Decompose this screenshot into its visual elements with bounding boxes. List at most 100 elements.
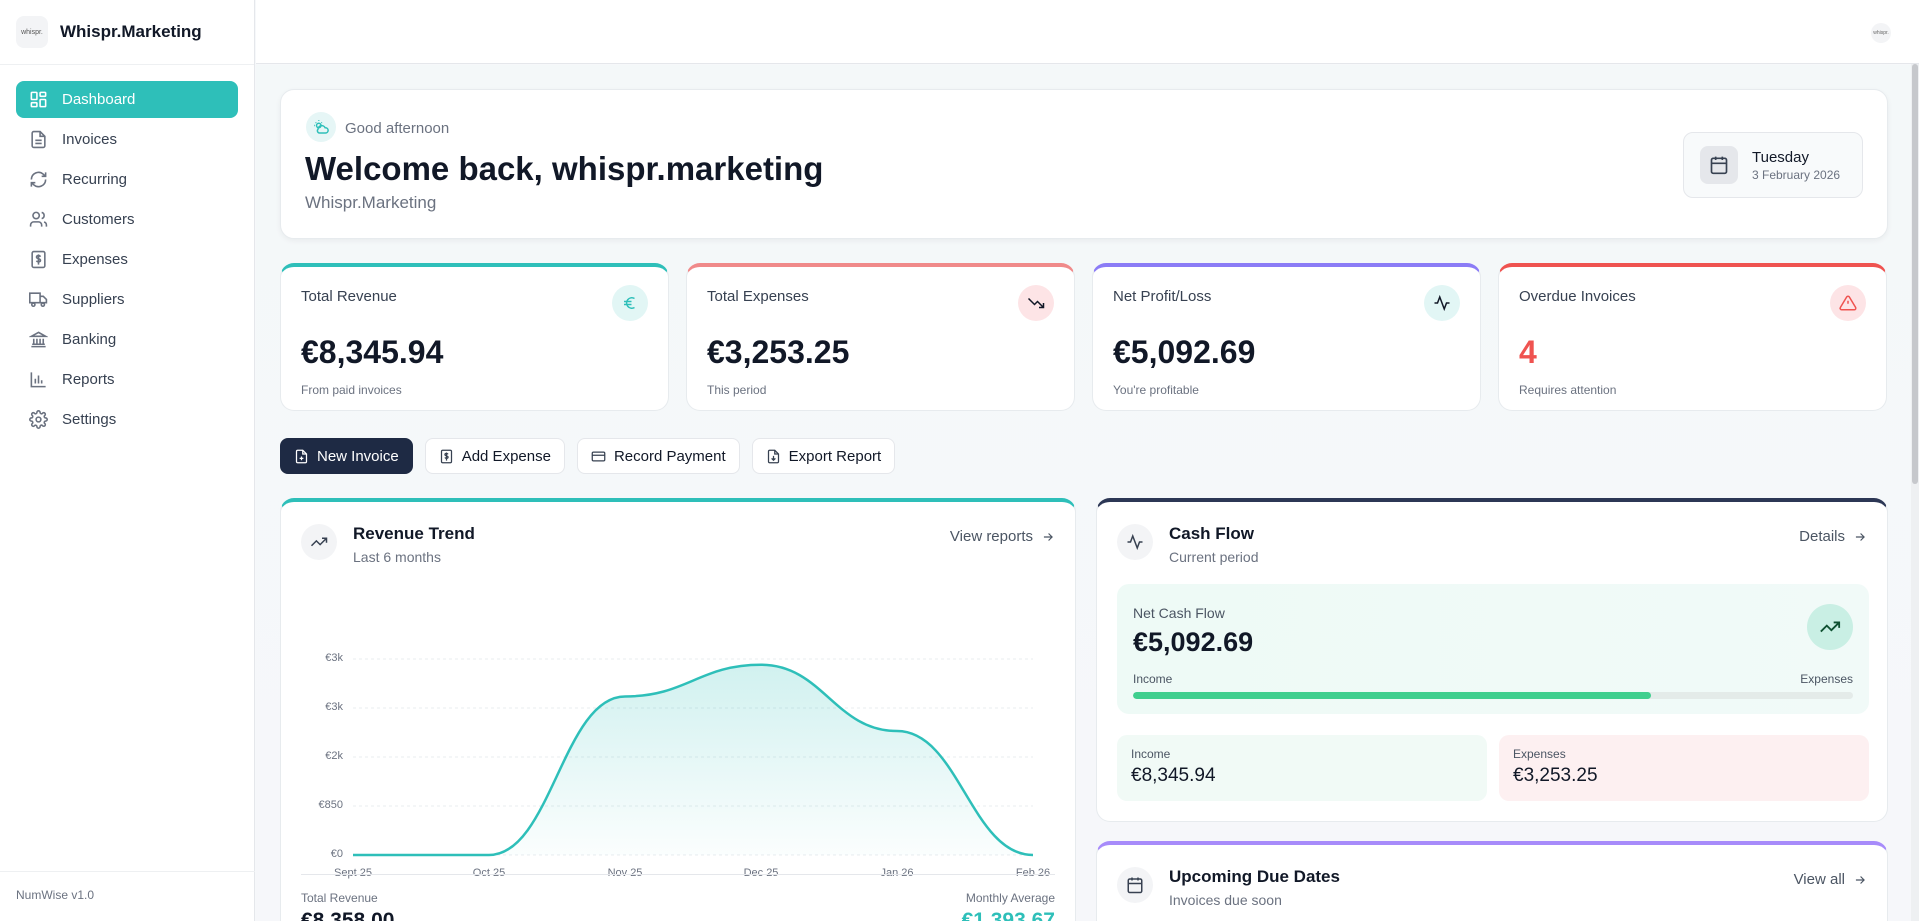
button-label: Add Expense [461, 447, 551, 465]
export-report-button[interactable]: Export Report [751, 438, 896, 474]
sidebar-item-invoices[interactable]: Invoices [16, 121, 238, 158]
x-tick-label: Sept 25 [334, 867, 372, 879]
customers-icon [29, 211, 48, 227]
y-tick-label: €3k [325, 652, 343, 664]
sidebar-item-recurring[interactable]: Recurring [16, 161, 238, 198]
stat-value: €5,092.69 [1113, 334, 1256, 370]
net-cash-flow-value: €5,092.69 [1133, 627, 1254, 657]
sidebar-item-customers[interactable]: Customers [16, 201, 238, 238]
sidebar-item-label: Expenses [62, 251, 128, 268]
avatar[interactable]: whispr. [1871, 23, 1891, 43]
net-cash-flow-box: Net Cash Flow €5,092.69 Income Expenses [1117, 584, 1869, 714]
revenue-footer: Total Revenue €8,358.00 Monthly Average … [301, 874, 1055, 921]
stat-label: Total Revenue [301, 288, 397, 305]
expenses-icon [31, 250, 46, 269]
stat-sub: This period [707, 383, 767, 397]
stat-card-net-profit[interactable]: Net Profit/Loss €5,092.69 You're profita… [1092, 263, 1481, 411]
calendar-icon [1117, 867, 1153, 903]
sidebar-item-settings[interactable]: Settings [16, 401, 238, 438]
brand[interactable]: whispr. Whispr.Marketing [0, 0, 254, 65]
activity-icon [1424, 285, 1460, 321]
stat-value: €3,253.25 [707, 334, 850, 370]
sidebar-item-reports[interactable]: Reports [16, 361, 238, 398]
weather-icon [306, 112, 336, 142]
stat-value: 4 [1519, 334, 1537, 370]
y-tick-label: €3k [325, 701, 343, 713]
scrollbar[interactable] [1911, 64, 1919, 921]
stat-label: Total Expenses [707, 288, 809, 305]
arrow-right-icon [1855, 875, 1865, 884]
expenses-box-label: Expenses [1513, 747, 1566, 761]
income-box: Income €8,345.94 [1117, 735, 1487, 801]
main-content: Good afternoon Welcome back, whispr.mark… [256, 65, 1911, 921]
x-tick-label: Feb 26 [1015, 867, 1051, 879]
y-tick-label: €850 [318, 799, 343, 811]
stat-label: Overdue Invoices [1519, 288, 1636, 305]
panel-title: Revenue Trend [353, 524, 475, 543]
stat-card-total-revenue[interactable]: Total Revenue €8,345.94 From paid invoic… [280, 263, 669, 411]
sidebar-item-dashboard[interactable]: Dashboard [16, 81, 238, 118]
credit-card-icon [591, 451, 606, 461]
stat-card-overdue-invoices[interactable]: Overdue Invoices 4 Requires attention [1498, 263, 1887, 411]
panel-title: Cash Flow [1169, 524, 1255, 543]
y-tick-label: €2k [325, 750, 343, 762]
expenses-label: Expenses [1800, 672, 1853, 686]
button-label: New Invoice [317, 447, 399, 465]
scrollbar-thumb[interactable] [1912, 64, 1918, 484]
reports-icon [30, 372, 46, 388]
stat-sub: From paid invoices [301, 383, 402, 397]
sidebar: whispr. Whispr.Marketing Dashboard Invoi… [0, 0, 255, 921]
details-link[interactable]: Details [1799, 528, 1867, 545]
expenses-box: Expenses €3,253.25 [1499, 735, 1869, 801]
stat-label: Net Profit/Loss [1113, 288, 1212, 305]
stat-sub: You're profitable [1113, 383, 1199, 397]
income-bar-fill [1133, 692, 1652, 699]
record-payment-button[interactable]: Record Payment [576, 438, 740, 474]
view-all-link[interactable]: View all [1794, 871, 1867, 888]
stat-sub: Requires attention [1519, 383, 1617, 397]
income-box-label: Income [1131, 747, 1171, 761]
company-name: Whispr.Marketing [305, 193, 437, 212]
revenue-chart-svg [353, 658, 1034, 857]
x-tick-label: Oct 25 [472, 867, 506, 879]
button-label: Record Payment [613, 447, 726, 465]
x-tick-label: Jan 26 [880, 867, 914, 879]
x-tick-label: Nov 25 [607, 867, 643, 879]
view-reports-link[interactable]: View reports [950, 528, 1055, 545]
y-tick-label: €0 [330, 848, 343, 860]
income-box-value: €8,345.94 [1131, 765, 1216, 786]
file-plus-icon [295, 449, 308, 463]
expenses-box-value: €3,253.25 [1513, 765, 1598, 786]
invoice-icon [31, 130, 46, 149]
sidebar-item-suppliers[interactable]: Suppliers [16, 281, 238, 318]
activity-icon [1117, 524, 1153, 560]
panel-subtitle: Last 6 months [353, 549, 441, 565]
sidebar-nav: Dashboard Invoices Recurring Customers E… [0, 65, 254, 438]
x-tick-label: Dec 25 [743, 867, 779, 879]
date-day: Tuesday [1752, 148, 1809, 166]
brand-logo: whispr. [16, 16, 48, 48]
link-label: Details [1799, 528, 1845, 545]
new-invoice-button[interactable]: New Invoice [280, 438, 413, 474]
sidebar-item-expenses[interactable]: Expenses [16, 241, 238, 278]
add-expense-button[interactable]: Add Expense [424, 438, 565, 474]
sidebar-item-label: Suppliers [62, 291, 125, 308]
brand-name: Whispr.Marketing [60, 22, 202, 41]
trending-down-icon [1018, 285, 1054, 321]
banking-icon [29, 331, 48, 348]
sidebar-item-label: Settings [62, 411, 117, 428]
upcoming-due-dates-card: Upcoming Due Dates Invoices due soon Vie… [1096, 841, 1888, 921]
stat-card-total-expenses[interactable]: Total Expenses €3,253.25 This period [686, 263, 1075, 411]
date-display: Tuesday 3 February 2026 [1683, 132, 1863, 198]
link-label: View all [1793, 871, 1845, 888]
sidebar-item-label: Banking [62, 331, 117, 348]
arrow-right-icon [1043, 532, 1053, 541]
sidebar-item-label: Dashboard [62, 91, 136, 108]
cash-flow-card: Cash Flow Current period Details Net Cas… [1096, 498, 1888, 822]
page-title: Welcome back, whispr.marketing [305, 150, 824, 187]
total-revenue-label: Total Revenue [301, 891, 378, 905]
monthly-average-value: €1,393.67 [961, 909, 1055, 921]
stat-value: €8,345.94 [301, 334, 444, 370]
sidebar-item-banking[interactable]: Banking [16, 321, 238, 358]
trending-up-icon [1807, 604, 1853, 650]
